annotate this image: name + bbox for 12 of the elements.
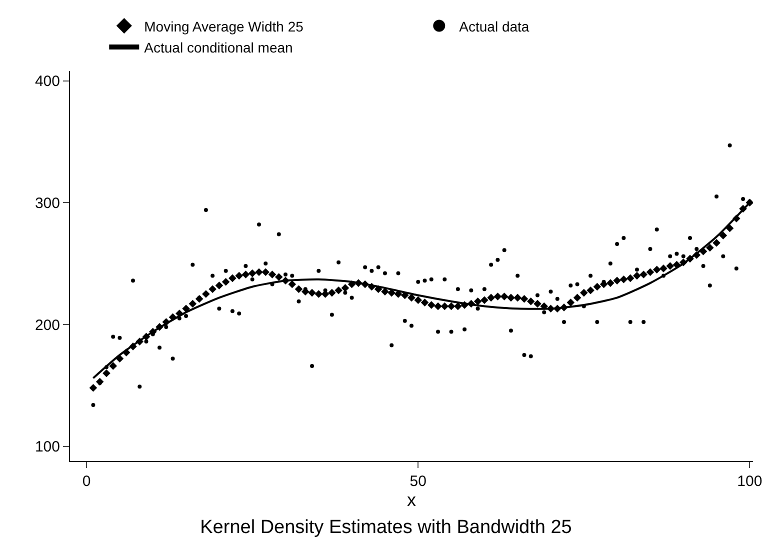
y-tick-label: 200 [34, 316, 60, 334]
legend-label: Actual data [459, 18, 530, 34]
x-axis-title: x [407, 490, 416, 510]
x-tick-label: 0 [82, 473, 91, 490]
y-tick-label: 100 [34, 438, 60, 456]
text: Kernel Density Estimates with Bandwidth 25 [200, 516, 572, 538]
x-tick-label: 100 [737, 473, 762, 490]
y-tick-label: 400 [34, 73, 60, 90]
legend-label: Moving Average Width 25 [144, 18, 304, 34]
y-tick-label: 300 [34, 194, 60, 212]
x-tick-label: 50 [410, 473, 426, 490]
legend-label: Actual conditional mean [144, 39, 293, 56]
